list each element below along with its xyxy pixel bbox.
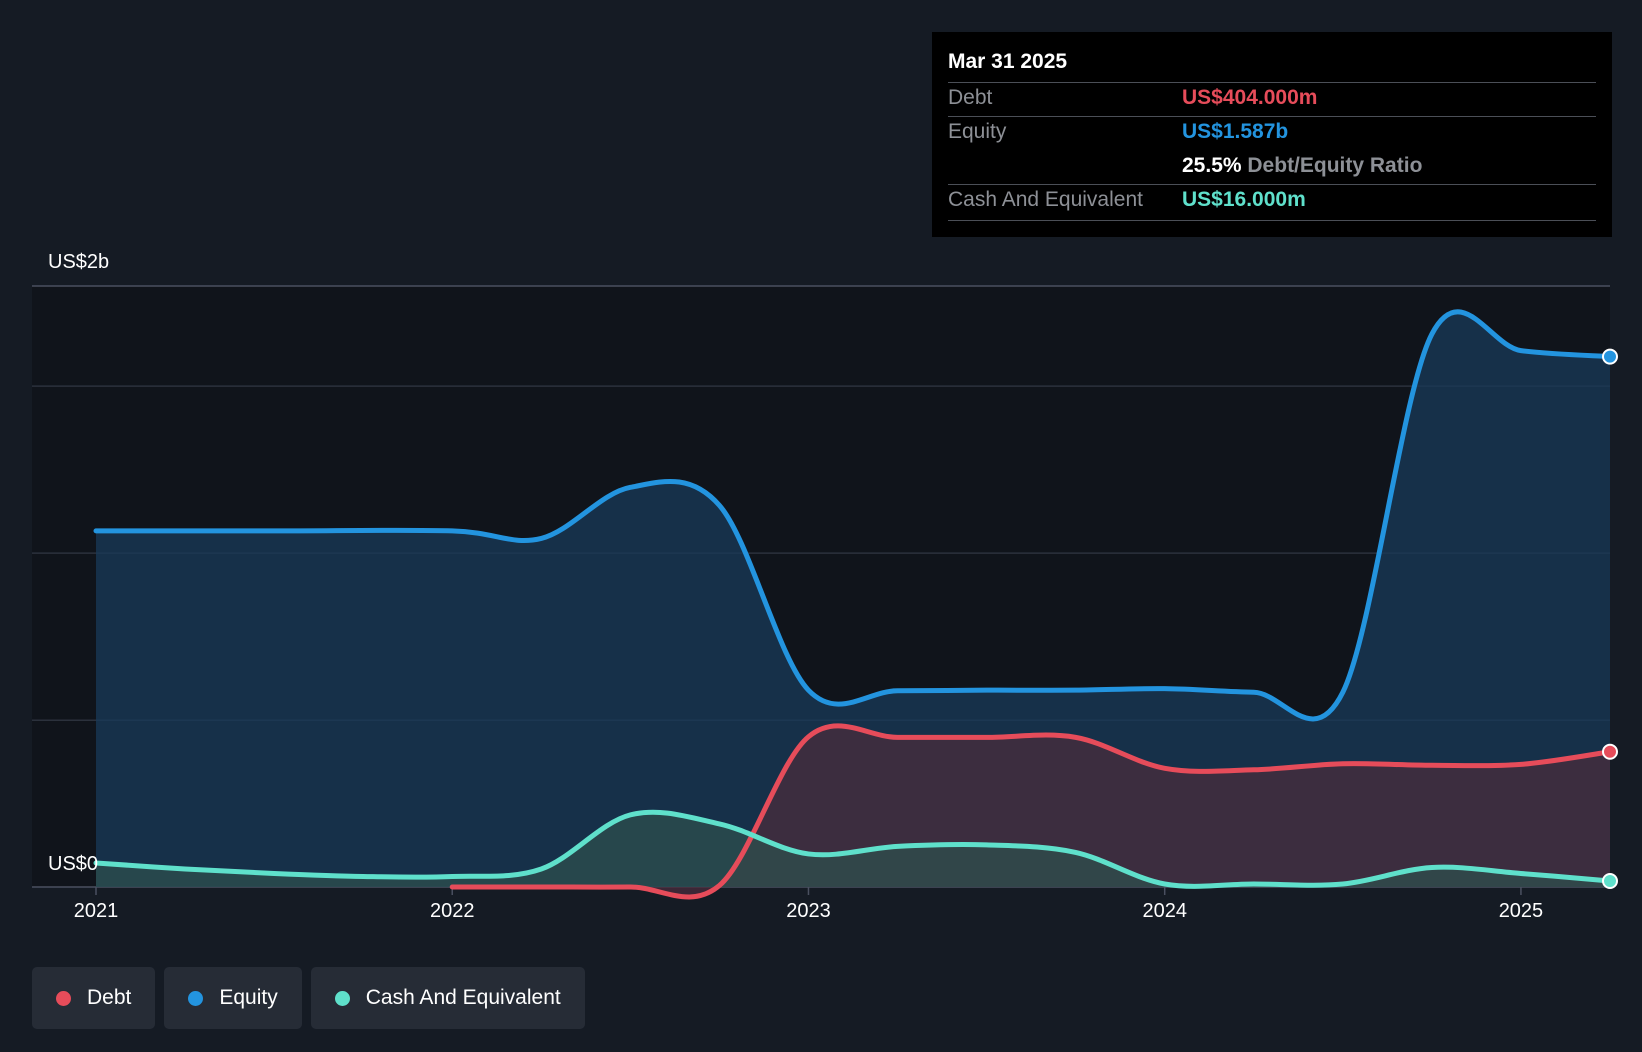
tooltip-ratio: 25.5% Debt/Equity Ratio bbox=[1182, 154, 1422, 178]
legend-dot-cash bbox=[334, 990, 350, 1006]
tooltip-ratio-label: Debt/Equity Ratio bbox=[1247, 154, 1423, 177]
line-cash-and-equivalent bbox=[93, 809, 1613, 889]
area-equity bbox=[96, 311, 1610, 888]
x-tick-label-2025: 2025 bbox=[1498, 900, 1544, 922]
tooltip-date: Mar 31 2025 bbox=[948, 50, 1068, 73]
chart-legend: Debt Equity Cash And Equivalent bbox=[32, 967, 585, 1029]
legend-label-cash: Cash And Equivalent bbox=[365, 986, 561, 1009]
legend-item-equity[interactable]: Equity bbox=[164, 967, 302, 1029]
area-debt bbox=[452, 725, 1610, 897]
tooltip-equity-label: Equity bbox=[948, 120, 1007, 143]
y-tick-label-zero: US$0 bbox=[48, 853, 99, 875]
x-tick-label-2021: 2021 bbox=[73, 900, 119, 922]
legend-item-cash[interactable]: Cash And Equivalent bbox=[310, 967, 585, 1029]
area-cash-and-equivalent bbox=[96, 812, 1610, 887]
tooltip-ratio-value: 25.5% bbox=[1182, 154, 1242, 177]
x-tick-label-2022: 2022 bbox=[429, 900, 475, 922]
tooltip-debt-value: US$404.000m bbox=[1182, 86, 1318, 109]
legend-label-debt: Debt bbox=[87, 986, 132, 1009]
legend-dot-debt bbox=[56, 990, 71, 1006]
legend-dot-equity bbox=[188, 990, 204, 1006]
tooltip-equity-value: US$1.587b bbox=[1182, 120, 1289, 143]
tooltip-cash-value: US$16.000m bbox=[1182, 188, 1306, 211]
tooltip-divider bbox=[948, 82, 1596, 83]
x-tick-label-2024: 2024 bbox=[1142, 900, 1187, 922]
legend-item-debt[interactable]: Debt bbox=[32, 967, 156, 1029]
endpoint-debt bbox=[1602, 743, 1618, 760]
legend-label-equity: Equity bbox=[219, 986, 278, 1009]
x-tick-label-2023: 2023 bbox=[786, 900, 831, 922]
tooltip-debt-label: Debt bbox=[948, 86, 993, 109]
tooltip-divider bbox=[948, 116, 1596, 117]
tooltip-divider bbox=[948, 220, 1596, 221]
line-equity bbox=[93, 309, 1613, 722]
tooltip-cash-label: Cash And Equivalent bbox=[948, 188, 1143, 211]
endpoint-cash-and-equivalent bbox=[1602, 872, 1618, 889]
tooltip-divider bbox=[948, 184, 1596, 185]
line-debt bbox=[449, 723, 1613, 900]
data-tooltip: Mar 31 2025 Debt US$404.000m Equity US$1… bbox=[932, 32, 1612, 237]
endpoint-equity bbox=[1602, 348, 1618, 365]
y-tick-label-top: US$2b bbox=[48, 251, 110, 273]
